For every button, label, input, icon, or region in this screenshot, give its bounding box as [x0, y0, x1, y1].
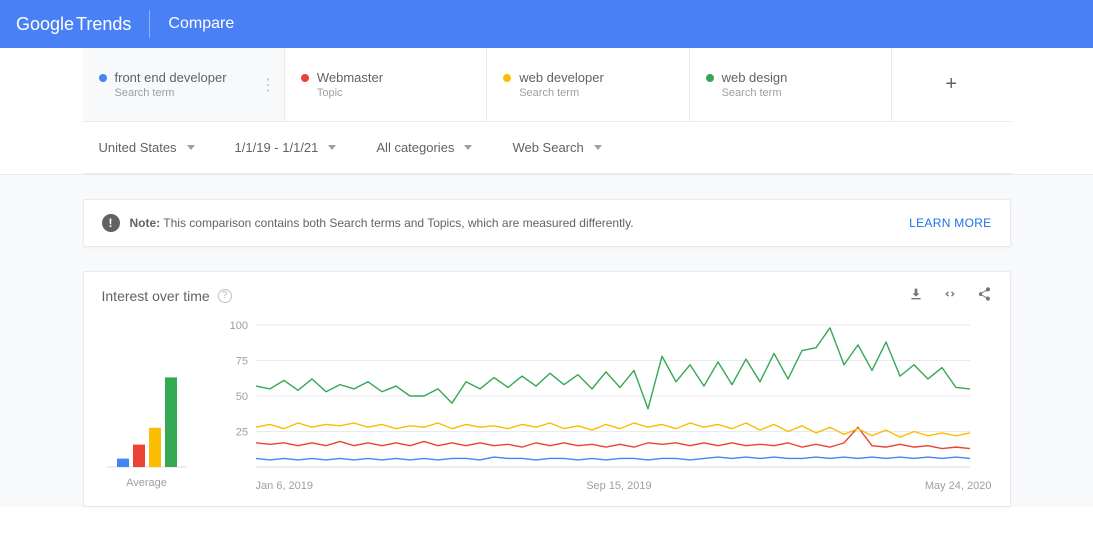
- chart-title-wrap: Interest over time ?: [102, 288, 232, 304]
- search-terms-row: front end developerSearch term⋮Webmaster…: [83, 48, 1011, 122]
- note-label: Note:: [130, 216, 161, 230]
- chevron-down-icon: [594, 145, 602, 150]
- series-dot-icon: [99, 74, 107, 82]
- chevron-down-icon: [464, 145, 472, 150]
- download-icon[interactable]: [908, 286, 924, 305]
- add-term-button[interactable]: +: [892, 48, 1011, 121]
- term-subtype: Search term: [519, 87, 672, 99]
- logo-trends-text: Trends: [76, 14, 131, 35]
- filter-category-label: All categories: [376, 140, 454, 155]
- info-icon: !: [102, 214, 120, 232]
- note-body: This comparison contains both Search ter…: [163, 216, 633, 230]
- page-title: Compare: [168, 15, 234, 33]
- x-axis-labels: Jan 6, 2019 Sep 15, 2019 May 24, 2020: [216, 474, 992, 492]
- average-block: Average: [102, 321, 192, 492]
- main-content: front end developerSearch term⋮Webmaster…: [83, 48, 1011, 174]
- series-dot-icon: [706, 74, 714, 82]
- logo-google-text: Google: [16, 14, 74, 35]
- chart-card: Interest over time ?: [83, 271, 1011, 507]
- svg-text:50: 50: [235, 391, 247, 403]
- filter-region[interactable]: United States: [99, 140, 195, 155]
- term-name: Webmaster: [317, 70, 383, 85]
- term-subtype: Search term: [722, 87, 875, 99]
- x-axis-label: Sep 15, 2019: [586, 480, 651, 492]
- learn-more-link[interactable]: LEARN MORE: [909, 216, 991, 230]
- app-header: Google Trends Compare: [0, 0, 1093, 48]
- x-axis-label: May 24, 2020: [925, 480, 992, 492]
- kebab-menu-icon[interactable]: ⋮: [260, 75, 276, 95]
- average-label: Average: [102, 477, 192, 489]
- chart-body: Average 25 50 75 100 Jan 6, 2019 Sep 15, 201…: [102, 321, 992, 492]
- chart-header: Interest over time ?: [102, 286, 992, 305]
- term-name: web developer: [519, 70, 604, 85]
- chevron-down-icon: [328, 145, 336, 150]
- line-chart: 25 50 75 100: [216, 321, 976, 471]
- filter-category[interactable]: All categories: [376, 140, 472, 155]
- x-axis-label: Jan 6, 2019: [256, 480, 314, 492]
- term-name: web design: [722, 70, 788, 85]
- chart-title: Interest over time: [102, 288, 210, 304]
- header-divider: [149, 10, 150, 38]
- average-bars-chart: [107, 321, 187, 471]
- term-card[interactable]: web design Search term: [690, 48, 892, 121]
- term-card[interactable]: Webmaster Topic: [285, 48, 487, 121]
- svg-text:25: 25: [235, 427, 247, 439]
- filters-row: United States 1/1/19 - 1/1/21 All catego…: [83, 122, 1011, 174]
- filter-search-type[interactable]: Web Search: [512, 140, 601, 155]
- content-band: ! Note: This comparison contains both Se…: [0, 174, 1093, 507]
- term-card[interactable]: web developer Search term: [487, 48, 689, 121]
- embed-icon[interactable]: [942, 286, 958, 305]
- term-card[interactable]: front end developer Search term⋮: [83, 48, 285, 121]
- logo[interactable]: Google Trends: [16, 14, 131, 35]
- filter-time[interactable]: 1/1/19 - 1/1/21: [235, 140, 337, 155]
- term-subtype: Topic: [317, 87, 470, 99]
- help-icon[interactable]: ?: [218, 289, 232, 303]
- filter-time-label: 1/1/19 - 1/1/21: [235, 140, 319, 155]
- svg-text:100: 100: [229, 321, 247, 332]
- chevron-down-icon: [187, 145, 195, 150]
- filter-region-label: United States: [99, 140, 177, 155]
- note-left: ! Note: This comparison contains both Se…: [102, 214, 634, 232]
- note-card: ! Note: This comparison contains both Se…: [83, 199, 1011, 247]
- term-name: front end developer: [115, 70, 227, 85]
- svg-text:75: 75: [235, 356, 247, 368]
- chart-actions: [908, 286, 992, 305]
- line-chart-block: 25 50 75 100 Jan 6, 2019 Sep 15, 2019 May 24,…: [216, 321, 992, 492]
- filter-search-type-label: Web Search: [512, 140, 583, 155]
- share-icon[interactable]: [976, 286, 992, 305]
- series-dot-icon: [503, 74, 511, 82]
- term-subtype: Search term: [115, 87, 268, 99]
- note-text: Note: This comparison contains both Sear…: [130, 216, 634, 230]
- series-dot-icon: [301, 74, 309, 82]
